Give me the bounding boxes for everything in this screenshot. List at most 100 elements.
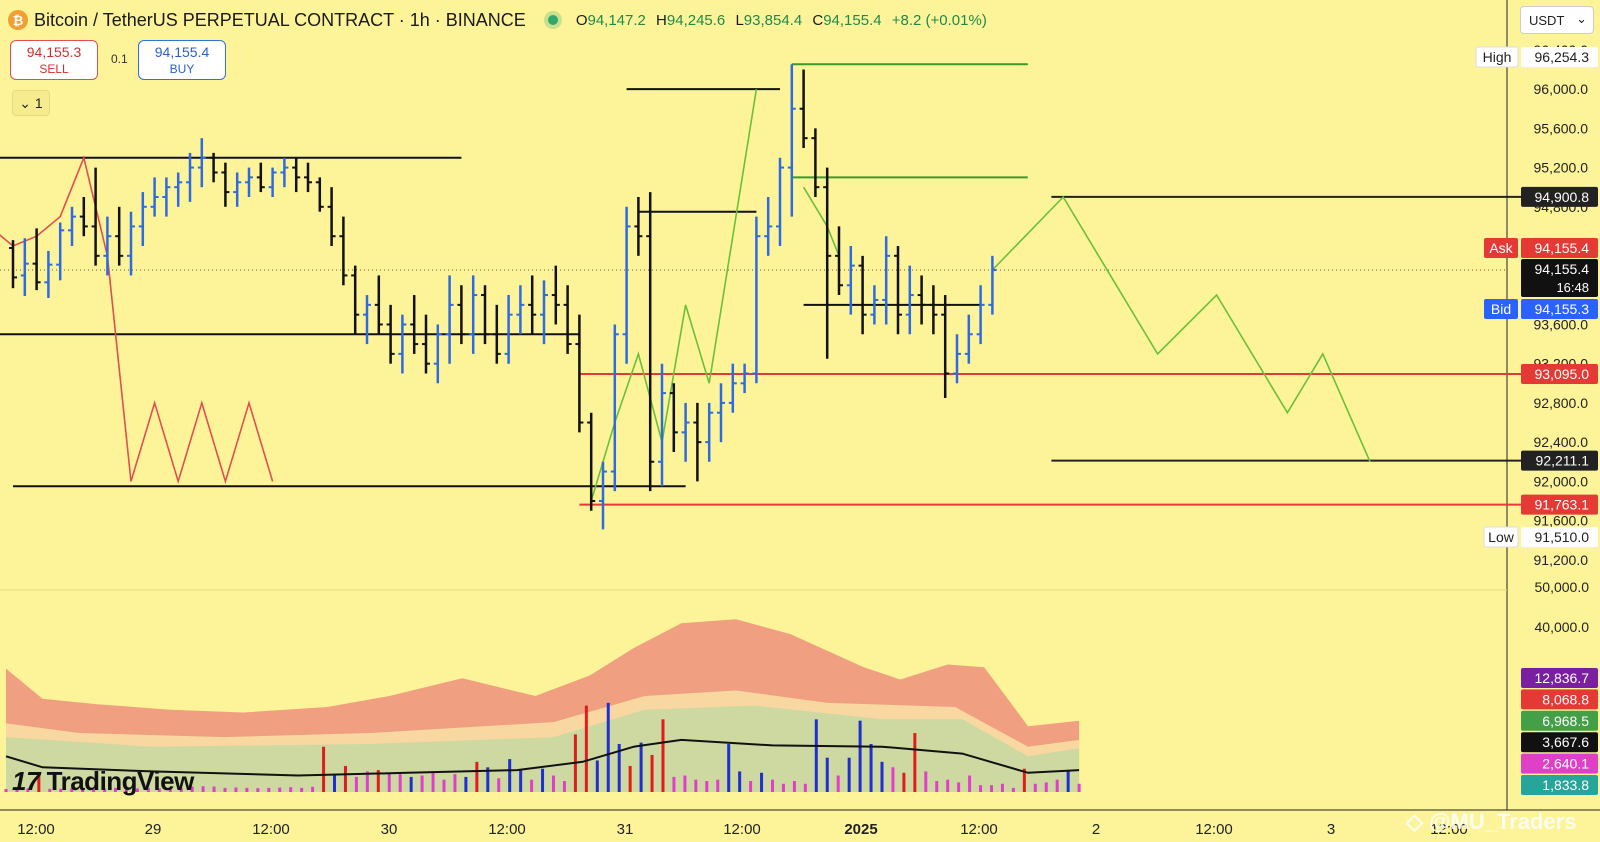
volume-bar	[935, 781, 939, 792]
price-label-value: 91,763.1	[1535, 497, 1590, 513]
price-axis-label: 96,254.3 High	[1475, 46, 1598, 68]
volume-bar	[858, 720, 862, 792]
volume-bar	[37, 775, 41, 792]
volume-bar	[628, 765, 632, 792]
price-label-box	[1521, 47, 1598, 67]
volume-bar	[376, 770, 380, 792]
price-label-box	[1521, 238, 1598, 258]
volume-bar	[354, 776, 358, 792]
volume-bar	[4, 788, 8, 792]
symbol-header[interactable]: ₿ Bitcoin / TetherUS PERPETUAL CONTRACT …	[8, 8, 993, 32]
price-axis-label: 94,900.8	[1521, 186, 1598, 207]
sell-label: SELL	[39, 62, 69, 76]
volume-bar	[190, 786, 194, 792]
ohlc-bar	[528, 275, 537, 335]
volume-axis-label: 6,968.5	[1521, 710, 1598, 731]
volume-bar	[847, 757, 851, 792]
price-label-value: 91,510.0	[1535, 529, 1590, 545]
buy-label: BUY	[169, 62, 195, 76]
price-label-box	[1521, 259, 1598, 297]
time-tick-label: 12:00	[723, 821, 761, 838]
volume-label-value: 6,968.5	[1542, 713, 1589, 729]
volume-label-box	[1521, 732, 1598, 753]
price-label-tag	[1475, 46, 1519, 68]
ohlc-bar	[398, 314, 407, 374]
volume-bar	[497, 778, 501, 792]
volume-bar	[387, 772, 391, 792]
volume-bar	[760, 772, 764, 792]
price-tick-label: 92,400.0	[1534, 434, 1589, 450]
volume-bar	[70, 788, 74, 792]
symbol-title: Bitcoin / TetherUS PERPETUAL CONTRACT · …	[34, 9, 526, 30]
price-tick-label: 95,200.0	[1534, 160, 1589, 176]
price-label-tag	[1484, 299, 1518, 319]
ohlc-bar	[717, 383, 725, 443]
volume-label-box	[1521, 668, 1598, 688]
volume-bar	[289, 787, 293, 792]
volume-bar	[705, 781, 709, 792]
ohlc-bar	[634, 196, 643, 256]
price-tick-label: 93,600.0	[1534, 316, 1589, 332]
ohlc-bar	[610, 324, 619, 492]
ohlc-bar	[504, 295, 513, 364]
volume-moving-average	[5, 738, 1080, 777]
price-tick-label: 91,600.0	[1534, 513, 1589, 529]
volume-bar	[792, 781, 796, 792]
ohlc-bar	[174, 172, 183, 207]
ohlc-bar	[846, 246, 855, 315]
time-tick-label: 12:00	[960, 821, 998, 838]
volume-bar	[683, 775, 687, 792]
time-tick-label: 29	[145, 821, 162, 838]
currency-select[interactable]: USDT ⌄	[1520, 6, 1594, 34]
price-label-box	[1521, 527, 1598, 547]
volume-bar	[453, 774, 457, 792]
volume-bar	[48, 788, 52, 792]
volume-bar	[300, 787, 304, 792]
ohlc-bar	[469, 275, 478, 354]
collapse-indicators-button[interactable]: ⌄ 1	[12, 90, 50, 116]
ohlc-bar	[44, 250, 53, 298]
volume-bar	[267, 787, 271, 792]
ohlc-bar	[894, 246, 902, 335]
volume-bar	[486, 767, 490, 792]
volume-bar	[15, 789, 19, 792]
order-quantity[interactable]: 0.1	[111, 52, 128, 66]
volume-label-box	[1521, 710, 1598, 731]
volume-label-value: 8,068.8	[1542, 691, 1589, 707]
ohlc-bar	[988, 255, 997, 315]
ohlc-bar	[304, 162, 312, 193]
ohlc-bar	[56, 222, 65, 281]
price-tick-label: 92,000.0	[1534, 473, 1589, 489]
volume-bar	[256, 788, 260, 792]
time-tick-label: 12:00	[1195, 821, 1233, 838]
volume-bar	[135, 788, 139, 792]
ohlc-bar	[858, 255, 867, 335]
buy-button[interactable]: 94,155.4 BUY	[138, 40, 226, 80]
price-tick-label: 96,000.0	[1534, 81, 1589, 97]
ohlc-bar	[976, 285, 985, 345]
volume-bar	[617, 744, 621, 792]
volume-bar	[584, 705, 588, 792]
ohlc-bar	[68, 206, 76, 247]
ohlc-bar	[245, 167, 253, 197]
volume-label-value: 1,833.8	[1542, 777, 1589, 793]
ohlc-bar	[339, 216, 348, 286]
time-tick-label: 12:00	[252, 821, 290, 838]
volume-bar	[968, 775, 972, 792]
volume-bar	[552, 775, 555, 792]
volume-bar	[803, 783, 807, 792]
ohlc-bar	[799, 69, 808, 148]
ohlc-bar	[882, 236, 891, 325]
volume-bar	[223, 787, 227, 792]
volume-bar	[311, 786, 315, 792]
ohlc-bar	[787, 64, 796, 217]
time-tick-label: 3	[1327, 821, 1335, 838]
price-label-box	[1521, 494, 1598, 515]
sell-button[interactable]: 94,155.3 SELL	[10, 40, 98, 80]
volume-bar	[924, 771, 928, 792]
projection-path	[991, 195, 1371, 463]
volume-bar	[738, 771, 742, 792]
ohlc-bar	[315, 177, 324, 212]
volume-bar	[212, 786, 216, 792]
